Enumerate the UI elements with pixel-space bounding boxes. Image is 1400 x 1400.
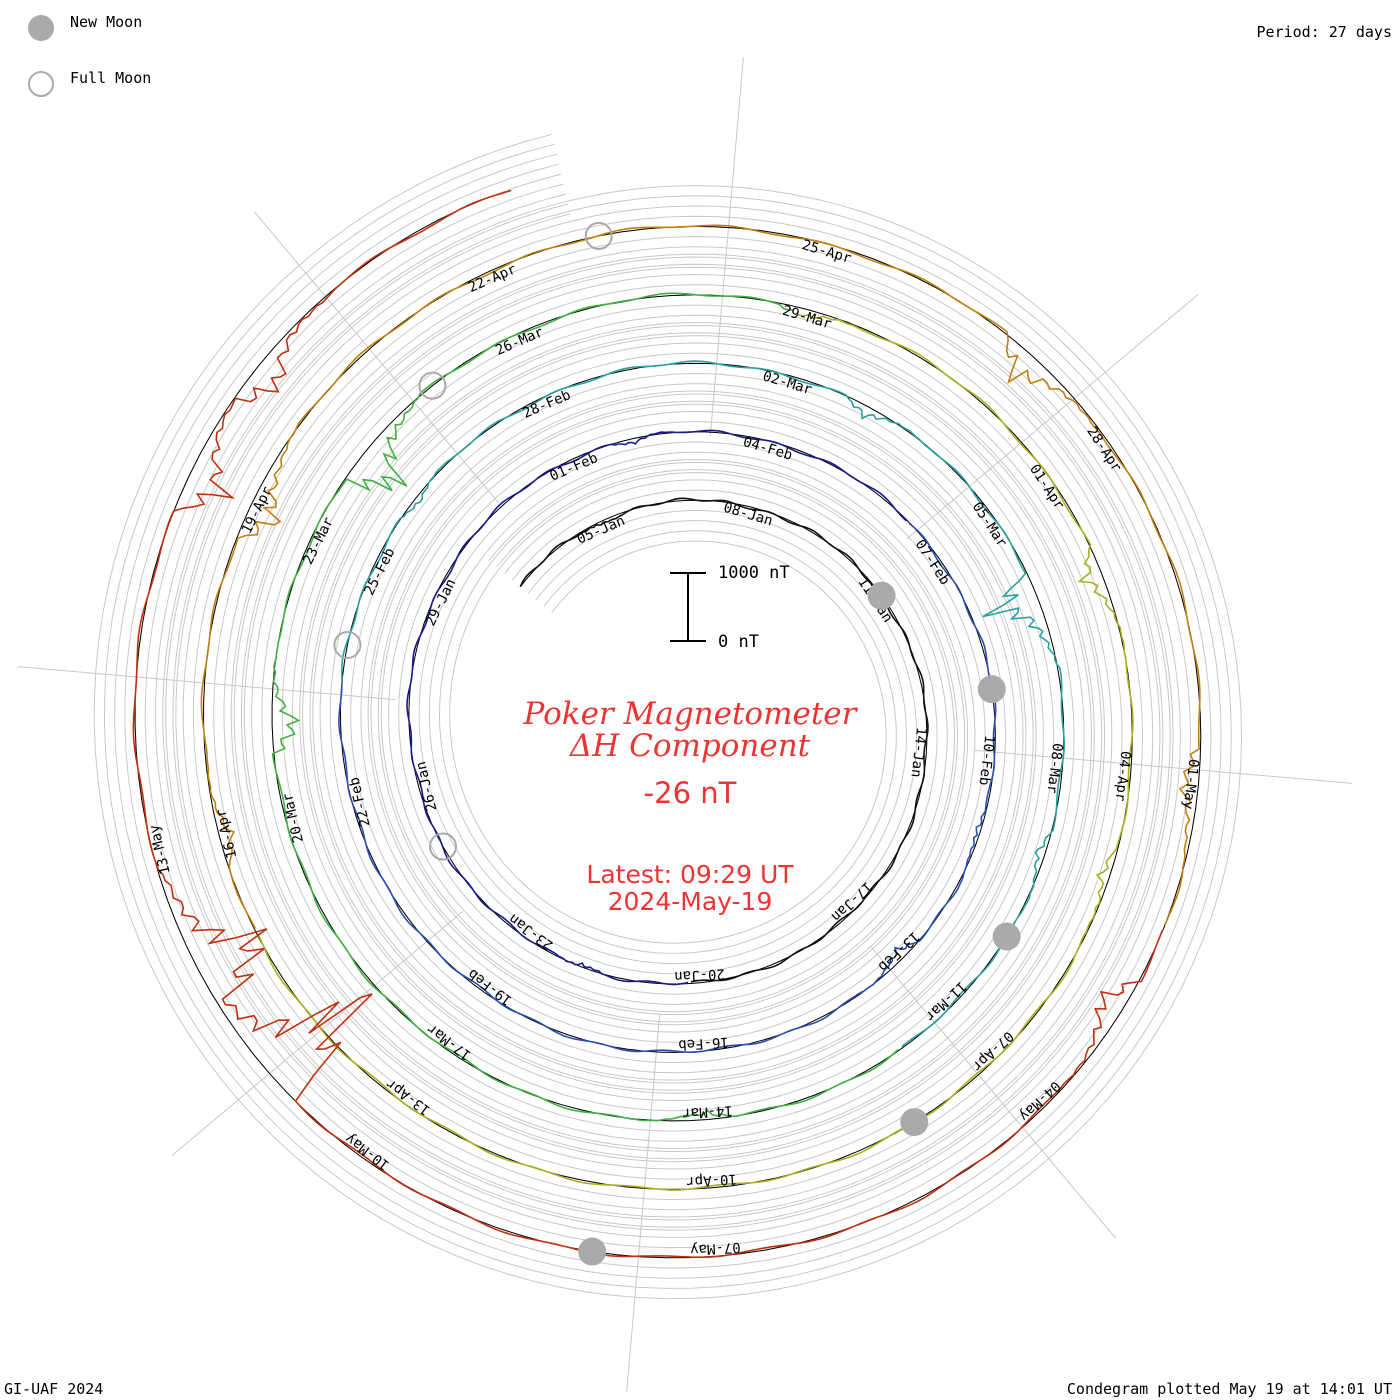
- latest-time: Latest: 09:29 UT: [586, 860, 794, 889]
- date-tick-label: 28-Feb: [520, 387, 573, 422]
- current-value: -26 nT: [643, 776, 737, 810]
- date-tick-label: 05-Mar: [969, 499, 1010, 550]
- trace-segment: [256, 313, 1134, 1191]
- date-tick-label: 13-May: [147, 823, 174, 876]
- footer-credit: GI-UAF 2024: [4, 1380, 104, 1398]
- spokes: [17, 57, 1353, 1393]
- spoke: [906, 293, 1199, 539]
- scale-bottom-label: 0 nT: [718, 632, 759, 652]
- spoke: [709, 57, 744, 437]
- date-tick-label: 10-Feb: [976, 734, 998, 786]
- grid-ring: [114, 153, 1222, 1279]
- date-tick-label: 11-Mar: [922, 978, 970, 1024]
- latest-date: 2024-May-19: [607, 887, 773, 916]
- date-tick-label: 08-Jan: [721, 500, 774, 530]
- spoke: [973, 749, 1353, 784]
- full-moon-legend-icon: [28, 71, 54, 97]
- date-tick-label: 26-Mar: [493, 324, 546, 359]
- date-tick-label: 08-Mar: [1043, 742, 1065, 794]
- date-tick-label: 22-Apr: [466, 261, 519, 296]
- new-moon-legend-icon: [28, 15, 54, 41]
- grid-ring: [154, 193, 1181, 1238]
- trace-segment: [340, 360, 1065, 1048]
- spoke: [871, 946, 1117, 1239]
- spoke: [626, 1013, 661, 1393]
- date-tick-label: 01-Feb: [548, 450, 601, 485]
- trace-segment: [271, 292, 899, 1122]
- date-tick-label: 01-May: [1180, 758, 1202, 810]
- date-tick-label: 04-Apr: [1112, 750, 1134, 802]
- grid-ring: [103, 143, 1232, 1289]
- trace-segment: [406, 429, 907, 986]
- date-tick-label: 29-Jan: [423, 576, 460, 628]
- date-tick-label: 07-Apr: [969, 1028, 1017, 1074]
- date-tick-label: 05-Jan: [575, 513, 628, 548]
- date-tick-label: 16-Apr: [213, 807, 240, 860]
- spoke: [171, 911, 464, 1157]
- date-tick-label: 26-Jan: [413, 760, 440, 813]
- date-tick-label: 22-Feb: [346, 776, 373, 829]
- scale-top-label: 1000 nT: [718, 563, 790, 583]
- date-tick-label: 01-Apr: [1026, 462, 1067, 513]
- date-tick-label: 28-Apr: [1083, 424, 1124, 475]
- date-tick-label: 29-Mar: [780, 303, 833, 333]
- center-title: Poker Magnetometer ΔH Component: [440, 698, 940, 762]
- date-tick-label: 25-Apr: [800, 237, 853, 267]
- full-moon-marker: [418, 371, 447, 400]
- grid-ring: [165, 203, 1171, 1228]
- date-tick-label: 10-Apr: [686, 1170, 737, 1189]
- new-moon-marker: [900, 1108, 929, 1137]
- date-tick-label: 07-Feb: [912, 537, 953, 588]
- date-tick-label: 14-Jan: [907, 726, 929, 778]
- new-moon-marker: [977, 675, 1006, 704]
- grid-ring: [175, 213, 1161, 1218]
- new-moon-marker: [992, 922, 1021, 951]
- trace-segment: [200, 224, 1201, 929]
- full-moon-marker: [428, 832, 457, 861]
- date-tick-label: 02-Mar: [761, 368, 814, 398]
- trace-segment: [132, 189, 1163, 1258]
- date-tick-label: 13-Feb: [875, 928, 923, 974]
- period-label: Period: 27 days: [1256, 23, 1392, 41]
- grid-ring: [144, 183, 1192, 1249]
- trace-segment: [519, 497, 929, 983]
- title-line-2: ΔH Component: [569, 728, 811, 764]
- date-tick-label: 07-May: [690, 1239, 741, 1258]
- scale-bar: [670, 572, 706, 642]
- spoke: [17, 666, 397, 701]
- date-tick-label: 16-Feb: [678, 1034, 729, 1053]
- trace-segment: [338, 522, 997, 1053]
- new-moon-marker: [578, 1237, 607, 1266]
- date-tick-label: 04-Feb: [741, 434, 794, 464]
- full-moon-marker: [584, 221, 613, 250]
- moon-markers: [333, 221, 1021, 1266]
- grid-ring: [124, 163, 1212, 1269]
- new-moon-marker: [867, 581, 896, 610]
- full-moon-marker: [333, 630, 362, 659]
- date-tick-label: 20-Mar: [280, 791, 307, 844]
- title-line-1: Poker Magnetometer: [523, 696, 857, 732]
- full-moon-legend-label: Full Moon: [70, 69, 152, 87]
- grid-ring: [93, 133, 1243, 1300]
- date-tick-label: 14-Mar: [682, 1102, 733, 1121]
- new-moon-legend-label: New Moon: [70, 13, 143, 31]
- date-tick-label: 20-Jan: [674, 965, 725, 984]
- data-traces: [132, 189, 1201, 1258]
- footer-plotted: Condegram plotted May 19 at 14:01 UT: [1066, 1380, 1392, 1398]
- date-tick-label: 04-May: [1016, 1078, 1064, 1124]
